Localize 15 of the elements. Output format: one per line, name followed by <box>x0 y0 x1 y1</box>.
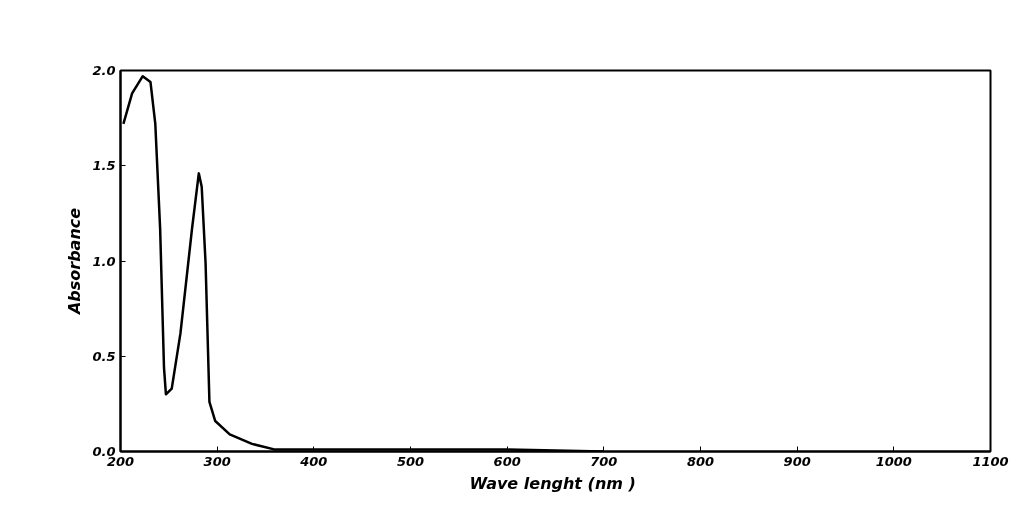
y-tick-label: 1.0 <box>92 253 116 269</box>
x-tick-label: 800 <box>686 453 715 469</box>
x-tick-label: 400 <box>299 453 328 469</box>
x-tick-label: 900 <box>783 453 811 469</box>
x-tick-label: 1000 <box>875 453 912 469</box>
y-axis-title: Absorbance <box>65 207 85 317</box>
y-tick-label: 0.5 <box>92 348 116 364</box>
y-tick-label: 1.5 <box>92 158 116 174</box>
x-tick-label: 300 <box>203 453 231 469</box>
x-tick-label: 600 <box>493 453 521 469</box>
y-tick-label: 2.0 <box>92 63 116 78</box>
x-tick-label: 1100 <box>972 453 1009 469</box>
x-tick-label: 700 <box>590 453 618 469</box>
x-tick-label: 500 <box>396 453 425 469</box>
x-axis-title: Wave lenght (nm ) <box>469 473 636 493</box>
